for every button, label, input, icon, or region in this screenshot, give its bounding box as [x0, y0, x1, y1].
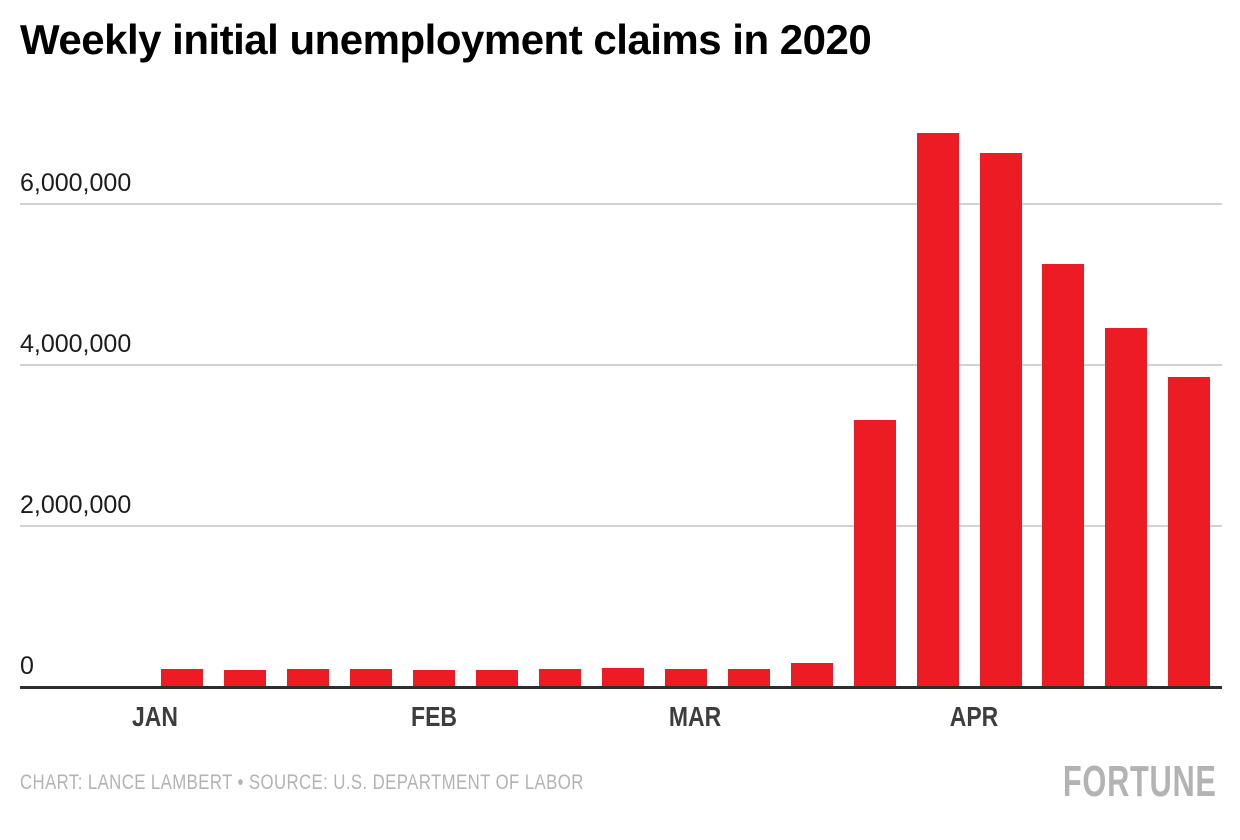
y-gridline: [20, 364, 1222, 366]
x-axis-line: [20, 686, 1222, 689]
y-tick-label: 0: [20, 652, 34, 680]
bar: [539, 669, 581, 686]
x-month-label: MAR: [668, 701, 721, 732]
bar: [665, 669, 707, 686]
chart-title: Weekly initial unemployment claims in 20…: [20, 16, 872, 63]
x-month-label: JAN: [132, 701, 178, 732]
x-month-label: FEB: [410, 701, 457, 732]
credit-text: CHART: LANCE LAMBERT • SOURCE: U.S. DEPA…: [20, 771, 584, 794]
bar: [224, 670, 266, 686]
bar: [728, 669, 770, 686]
y-gridline: [20, 525, 1222, 527]
bar: [791, 663, 833, 686]
y-tick-label: 2,000,000: [20, 491, 132, 519]
bar: [413, 670, 455, 686]
bar: [350, 669, 392, 686]
bar: [1042, 264, 1084, 686]
bar: [980, 153, 1022, 686]
bar: [287, 669, 329, 686]
bar: [1105, 328, 1147, 686]
bar: [161, 669, 203, 686]
bar: [476, 670, 518, 686]
y-gridline: [20, 203, 1222, 205]
y-tick-label: 6,000,000: [20, 169, 132, 197]
bar: [1168, 377, 1210, 686]
bar: [602, 668, 644, 686]
y-tick-label: 4,000,000: [20, 330, 132, 358]
x-month-label: APR: [949, 701, 998, 732]
bar: [917, 133, 959, 686]
fortune-logo: FORTUNE: [1063, 757, 1217, 806]
bar: [854, 420, 896, 686]
